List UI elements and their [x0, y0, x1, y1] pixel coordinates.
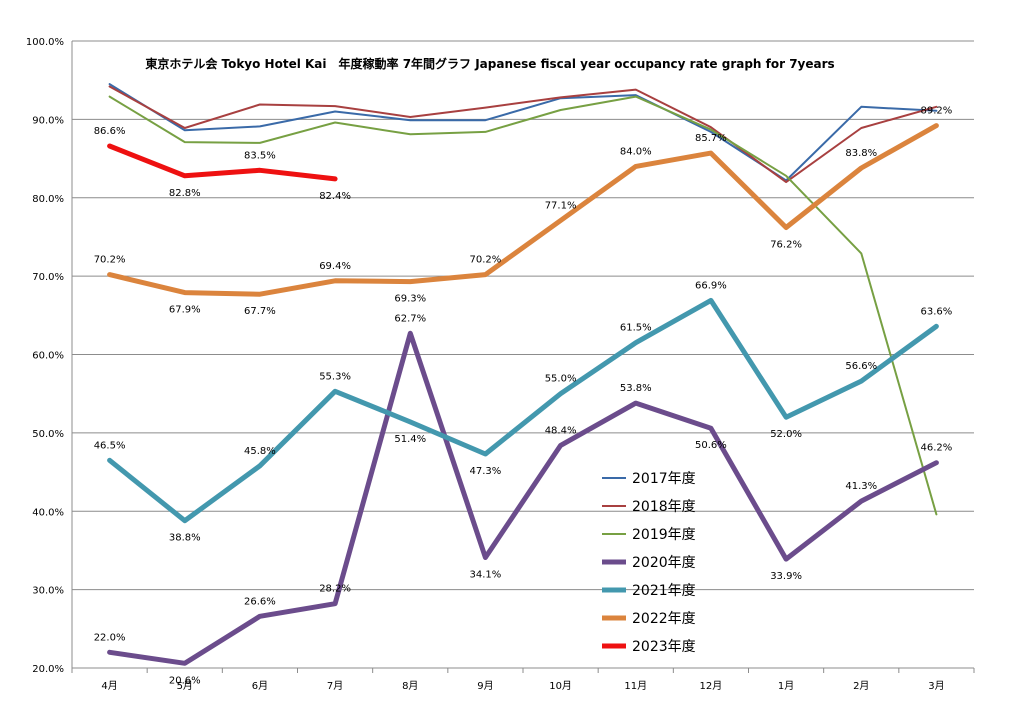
data-labels: 22.0% 20.6% 26.6% 28.2% 62.7% 34.1% 48.4% 53.8%… [94, 106, 953, 687]
data-label: 33.9% [770, 571, 802, 582]
y-tick-label: 30.0% [32, 586, 64, 597]
data-label: 55.0% [545, 374, 577, 385]
data-label: 89.2% [921, 106, 953, 117]
data-label: 41.3% [845, 481, 877, 492]
data-label: 84.0% [620, 146, 652, 157]
x-tick-label: 11月 [624, 680, 647, 692]
x-tick-label: 12月 [700, 680, 723, 692]
data-label: 85.7% [695, 133, 727, 144]
x-tick-label: 8月 [402, 680, 418, 692]
x-tick-label: 10月 [549, 680, 572, 692]
data-label: 48.4% [545, 425, 577, 436]
series-line-2017年度 [108, 83, 938, 182]
y-tick-label: 40.0% [32, 507, 64, 518]
legend-entry: 2020年度 [632, 555, 696, 571]
data-label: 50.6% [695, 440, 727, 451]
data-label: 55.3% [319, 371, 351, 382]
data-label: 34.1% [470, 569, 502, 580]
series-lines [107, 83, 939, 666]
series-line-2022年度 [107, 123, 939, 297]
legend-entry: 2021年度 [632, 583, 696, 599]
series-line-2020年度 [107, 330, 939, 666]
legend: 2017年度 2018年度 2019年度 2020年度 2021年度 2022年度 2023… [602, 471, 696, 655]
data-label: 61.5% [620, 323, 652, 334]
x-tick-label: 9月 [477, 680, 493, 692]
data-label: 38.8% [169, 533, 201, 544]
x-tick-label: 6月 [252, 680, 268, 692]
y-tick-label: 20.0% [32, 664, 64, 675]
data-label: 62.7% [394, 313, 426, 324]
data-label: 51.4% [394, 434, 426, 445]
y-tick-label: 80.0% [32, 194, 64, 205]
data-label: 82.4% [319, 191, 351, 202]
x-tick-label: 5月 [177, 680, 193, 692]
data-label: 67.7% [244, 306, 276, 317]
data-label: 83.8% [845, 148, 877, 159]
data-label: 69.3% [394, 294, 426, 305]
data-label: 26.6% [244, 596, 276, 607]
series-line-2019年度 [108, 95, 938, 516]
data-label: 70.2% [470, 255, 502, 266]
y-tick-label: 70.0% [32, 272, 64, 283]
legend-entry: 2023年度 [632, 639, 696, 655]
series-line-2018年度 [108, 85, 938, 184]
data-label: 82.8% [169, 188, 201, 199]
data-label: 77.1% [545, 200, 577, 211]
series-line-2023年度 [107, 143, 338, 182]
data-label: 63.6% [921, 306, 953, 317]
x-tick-label: 2月 [853, 680, 869, 692]
data-label: 20.6% [169, 675, 201, 686]
x-tick-label: 3月 [928, 680, 944, 692]
data-label: 22.0% [94, 632, 126, 643]
data-label: 45.8% [244, 446, 276, 457]
data-label: 83.5% [244, 150, 276, 161]
data-label: 76.2% [770, 240, 802, 251]
series-line-2021年度 [107, 297, 939, 524]
data-label: 86.6% [94, 126, 126, 137]
y-tick-label: 60.0% [32, 351, 64, 362]
data-label: 47.3% [470, 466, 502, 477]
legend-entry: 2018年度 [632, 499, 696, 515]
data-label: 53.8% [620, 383, 652, 394]
y-tick-label: 50.0% [32, 429, 64, 440]
legend-entry: 2022年度 [632, 611, 696, 627]
legend-entry: 2017年度 [632, 471, 696, 487]
legend-entry: 2019年度 [632, 527, 696, 543]
x-tick-label: 1月 [778, 680, 794, 692]
data-label: 69.4% [319, 261, 351, 272]
y-tick-label: 90.0% [32, 115, 64, 126]
chart-title: 東京ホテル会 Tokyo Hotel Kai 年度稼動率 7年間グラフ Japa… [145, 56, 834, 71]
data-label: 46.5% [94, 440, 126, 451]
y-tick-label: 100.0% [26, 37, 64, 48]
data-label: 52.0% [770, 429, 802, 440]
axes: 20.0% 30.0% 40.0% 50.0% 60.0% 70.0% 80.0% 90.0%… [26, 37, 975, 692]
x-tick-label: 4月 [101, 680, 117, 692]
x-tick-label: 7月 [327, 680, 343, 692]
data-label: 46.2% [921, 443, 953, 454]
data-label: 56.6% [845, 361, 877, 372]
data-label: 67.9% [169, 305, 201, 316]
data-label: 66.9% [695, 280, 727, 291]
data-label: 28.2% [319, 584, 351, 595]
data-label: 70.2% [94, 255, 126, 266]
